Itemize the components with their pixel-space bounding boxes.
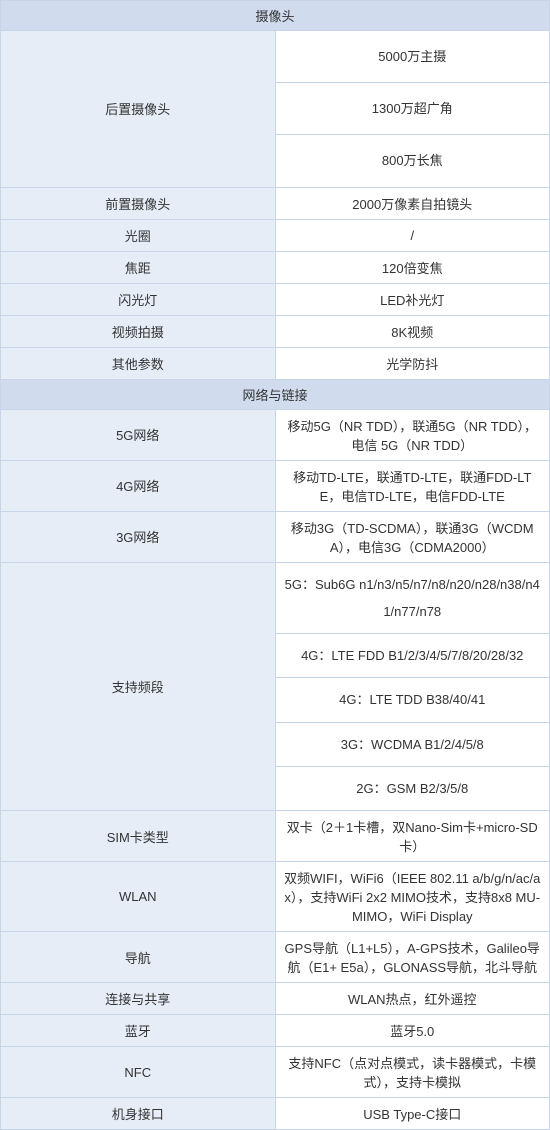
nav-value: GPS导航（L1+L5），A-GPS技术，Galileo导航（E1+ E5a），… bbox=[275, 932, 550, 983]
sim-label: SIM卡类型 bbox=[1, 811, 276, 862]
bt-label: 蓝牙 bbox=[1, 1015, 276, 1047]
front-camera-label: 前置摄像头 bbox=[1, 187, 276, 219]
bands-value-3: 4G：LTE TDD B38/40/41 bbox=[275, 678, 550, 722]
rear-camera-value-2: 1300万超广角 bbox=[275, 83, 550, 135]
g3-label: 3G网络 bbox=[1, 511, 276, 562]
port-value: USB Type-C接口 bbox=[275, 1098, 550, 1130]
other-value: 光学防抖 bbox=[275, 347, 550, 379]
video-label: 视频拍摄 bbox=[1, 315, 276, 347]
front-camera-value: 2000万像素自拍镜头 bbox=[275, 187, 550, 219]
other-label: 其他参数 bbox=[1, 347, 276, 379]
bands-label: 支持频段 bbox=[1, 562, 276, 811]
bands-value-5: 2G：GSM B2/3/5/8 bbox=[275, 767, 550, 811]
g4-label: 4G网络 bbox=[1, 460, 276, 511]
rear-camera-value-3: 800万长焦 bbox=[275, 135, 550, 187]
share-value: WLAN热点，红外遥控 bbox=[275, 983, 550, 1015]
flash-label: 闪光灯 bbox=[1, 283, 276, 315]
port-label: 机身接口 bbox=[1, 1098, 276, 1130]
bt-value: 蓝牙5.0 bbox=[275, 1015, 550, 1047]
flash-value: LED补光灯 bbox=[275, 283, 550, 315]
nav-label: 导航 bbox=[1, 932, 276, 983]
bands-value-2: 4G：LTE FDD B1/2/3/4/5/7/8/20/28/32 bbox=[275, 634, 550, 678]
g4-value: 移动TD-LTE，联通TD-LTE，联通FDD-LTE，电信TD-LTE，电信F… bbox=[275, 460, 550, 511]
sim-value: 双卡（2＋1卡槽，双Nano-Sim卡+micro-SD卡） bbox=[275, 811, 550, 862]
video-value: 8K视频 bbox=[275, 315, 550, 347]
bands-value-1: 5G：Sub6G n1/n3/n5/n7/n8/n20/n28/n38/n41/… bbox=[275, 562, 550, 634]
aperture-label: 光圈 bbox=[1, 219, 276, 251]
focal-value: 120倍变焦 bbox=[275, 251, 550, 283]
share-label: 连接与共享 bbox=[1, 983, 276, 1015]
g5-label: 5G网络 bbox=[1, 409, 276, 460]
nfc-label: NFC bbox=[1, 1047, 276, 1098]
camera-section-header: 摄像头 bbox=[1, 1, 550, 31]
rear-camera-value-1: 5000万主摄 bbox=[275, 31, 550, 83]
g5-value: 移动5G（NR TDD），联通5G（NR TDD），电信 5G（NR TDD） bbox=[275, 409, 550, 460]
g3-value: 移动3G（TD-SCDMA），联通3G（WCDMA），电信3G（CDMA2000… bbox=[275, 511, 550, 562]
wlan-value: 双频WIFI，WiFi6（IEEE 802.11 a/b/g/n/ac/ax），… bbox=[275, 862, 550, 932]
network-section-header: 网络与链接 bbox=[1, 379, 550, 409]
focal-label: 焦距 bbox=[1, 251, 276, 283]
nfc-value: 支持NFC（点对点模式，读卡器模式，卡模式），支持卡模拟 bbox=[275, 1047, 550, 1098]
rear-camera-label: 后置摄像头 bbox=[1, 31, 276, 188]
wlan-label: WLAN bbox=[1, 862, 276, 932]
bands-value-4: 3G：WCDMA B1/2/4/5/8 bbox=[275, 722, 550, 766]
aperture-value: / bbox=[275, 219, 550, 251]
spec-table: 摄像头 后置摄像头 5000万主摄 1300万超广角 800万长焦 前置摄像头 … bbox=[0, 0, 550, 1130]
